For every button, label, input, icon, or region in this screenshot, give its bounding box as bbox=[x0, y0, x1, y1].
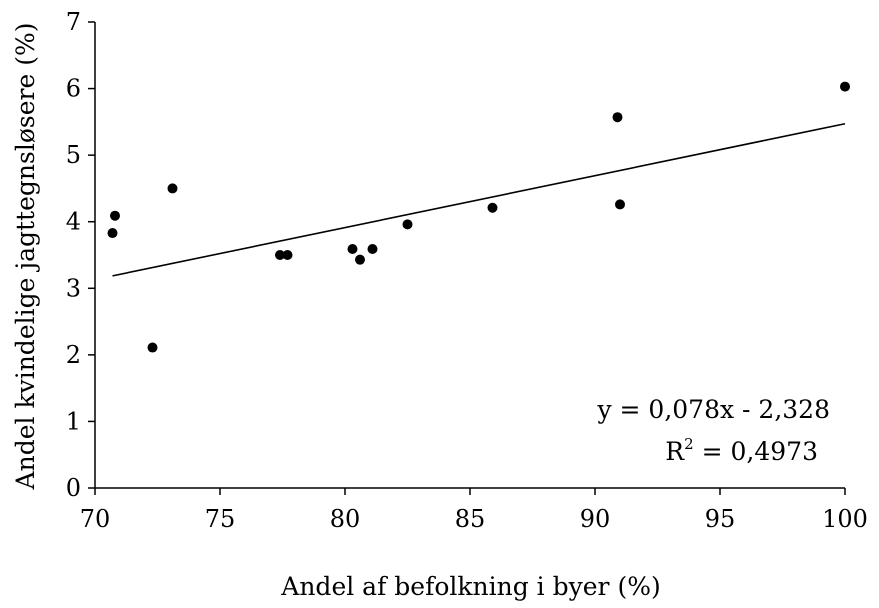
data-point bbox=[275, 250, 285, 260]
r-squared-value: = 0,4973 bbox=[694, 437, 818, 466]
y-tick-label: 0 bbox=[66, 474, 81, 502]
x-tick-label: 90 bbox=[580, 505, 611, 533]
data-point bbox=[487, 202, 498, 213]
y-tick-label: 3 bbox=[66, 274, 81, 302]
trendline bbox=[112, 122, 846, 277]
data-point bbox=[167, 183, 178, 194]
y-tick-label: 6 bbox=[66, 75, 81, 103]
data-point bbox=[110, 210, 120, 221]
y-tick-label: 2 bbox=[66, 341, 81, 369]
data-point bbox=[347, 244, 358, 255]
x-tick-label: 100 bbox=[822, 505, 868, 533]
data-point bbox=[402, 219, 413, 230]
y-tick-label: 5 bbox=[66, 141, 81, 169]
x-tick-label: 95 bbox=[705, 505, 736, 533]
data-point bbox=[840, 81, 850, 92]
data-point bbox=[612, 112, 623, 123]
data-point bbox=[147, 342, 158, 353]
y-axis: 0 1 2 3 4 5 6 7 bbox=[66, 8, 96, 502]
data-point bbox=[367, 244, 378, 255]
x-axis: 70 75 80 85 90 95 100 bbox=[80, 487, 868, 533]
r-squared-label: R2 = 0,4973 bbox=[665, 435, 818, 466]
data-points bbox=[107, 81, 850, 353]
data-point bbox=[107, 228, 118, 239]
trendline-group bbox=[112, 122, 846, 277]
r-squared-prefix: R bbox=[665, 437, 685, 466]
x-tick-label: 75 bbox=[205, 505, 236, 533]
y-axis-label: Andel kvindelige jagttegnsløsere (%) bbox=[11, 23, 40, 491]
x-axis-label: Andel af befolkning i byer (%) bbox=[280, 572, 660, 601]
x-tick-label: 85 bbox=[455, 505, 486, 533]
y-tick-label: 1 bbox=[66, 407, 81, 435]
r-squared-superscript: 2 bbox=[684, 435, 694, 453]
data-point bbox=[282, 250, 293, 260]
y-tick-label: 4 bbox=[66, 208, 81, 236]
trendline-equation: y = 0,078x - 2,328 bbox=[596, 395, 830, 424]
y-tick-label: 7 bbox=[66, 8, 81, 36]
x-tick-label: 70 bbox=[80, 505, 111, 533]
data-point bbox=[615, 199, 625, 210]
data-point bbox=[355, 254, 365, 265]
x-tick-label: 80 bbox=[330, 505, 361, 533]
